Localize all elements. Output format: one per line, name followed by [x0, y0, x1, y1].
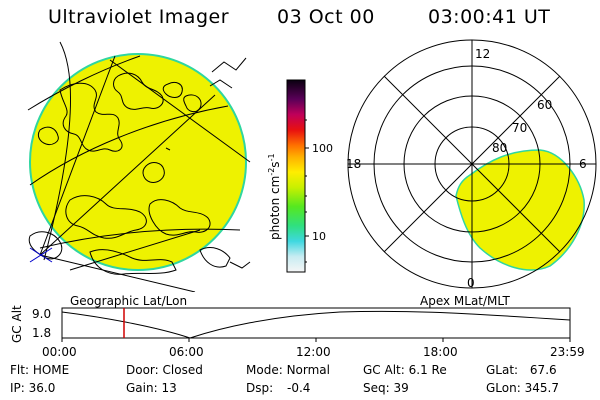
altitude-plot-frame — [61, 307, 571, 339]
earth-disk — [29, 53, 247, 271]
altitude-xtick-0000: 00:00 — [42, 345, 77, 359]
altitude-xtick-2359: 23:59 — [550, 345, 585, 359]
page-title: Ultraviolet Imager — [48, 6, 230, 28]
altitude-xtick-1800: 18:00 — [423, 345, 458, 359]
ip-readout: IP: 36.0 — [10, 381, 56, 395]
altitude-xtick-0600: 06:00 — [169, 345, 204, 359]
colorbar-tick-100: 100 — [312, 142, 333, 155]
seq-readout: Seq: 39 — [363, 381, 409, 395]
colorbar-ticks — [305, 119, 309, 263]
polar-lat-60: 60 — [537, 98, 552, 112]
glon-readout: GLon: 345.7 — [486, 381, 559, 395]
altitude-ticks — [61, 338, 571, 342]
polar-mlt-6: 6 — [579, 157, 587, 171]
dsp-readout: Dsp: -0.4 — [246, 381, 311, 395]
header-time: 03:00:41 UT — [428, 6, 551, 28]
polar-aurora-fill — [455, 149, 585, 271]
polar-mlt-0: 0 — [467, 276, 475, 290]
gain-readout: Gain: 13 — [126, 381, 177, 395]
geographic-panel — [27, 41, 251, 292]
colorbar-label: photon cm-2s-1 — [267, 153, 282, 240]
altitude-ytick-high: 9.0 — [32, 307, 51, 321]
mode-readout: Mode: Normal — [246, 363, 330, 377]
polar-panel-label: Apex MLat/MLT — [420, 294, 510, 308]
header-date: 03 Oct 00 — [277, 6, 375, 28]
polar-lat-80: 80 — [492, 141, 507, 155]
altitude-xtick-1200: 12:00 — [296, 345, 331, 359]
gcalt-readout: GC Alt: 6.1 Re — [363, 363, 447, 377]
colorbar-tick-10: 10 — [312, 230, 326, 243]
polar-panel: 12 18 6 0 60 70 80 — [346, 39, 597, 290]
geo-panel-label: Geographic Lat/Lon — [70, 294, 187, 308]
flt-readout: Flt: HOME — [10, 363, 70, 377]
lat-lon-grid — [27, 41, 251, 292]
polar-lat-70: 70 — [512, 121, 527, 135]
altitude-ylabel: GC Alt — [10, 305, 24, 343]
colorbar — [286, 79, 306, 273]
polar-mlt-12: 12 — [475, 47, 490, 61]
subsatellite-marker — [29, 247, 53, 263]
door-readout: Door: Closed — [126, 363, 203, 377]
polar-mlt-18: 18 — [346, 157, 361, 171]
altitude-trace — [61, 310, 571, 339]
polar-grid — [347, 39, 597, 289]
altitude-plot: GC Alt 9.0 1.8 00:00 06:00 12:00 18:00 2… — [10, 305, 585, 359]
glat-readout: GLat: 67.6 — [486, 363, 557, 377]
altitude-ytick-low: 1.8 — [32, 326, 51, 340]
